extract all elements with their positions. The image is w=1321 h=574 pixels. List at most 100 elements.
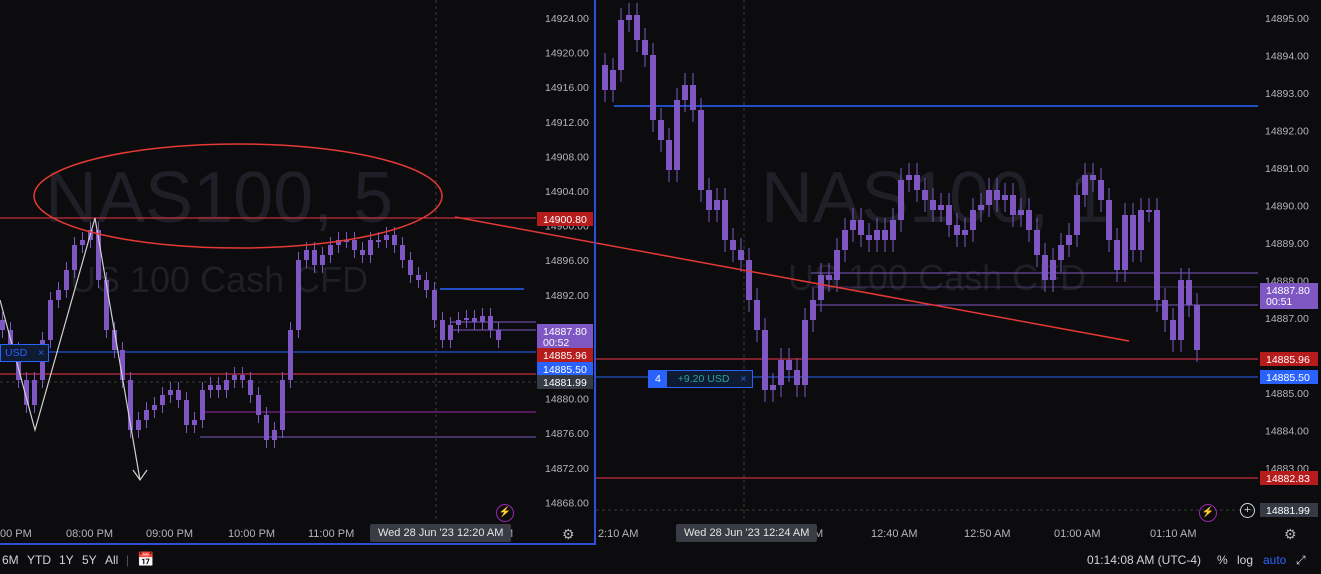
candle-body bbox=[1050, 260, 1056, 280]
candle-body bbox=[152, 405, 157, 410]
auto-toggle[interactable]: auto bbox=[1263, 553, 1287, 567]
right-crosshair-time: Wed 28 Jun '23 12:24 AM bbox=[676, 524, 818, 542]
candle-body bbox=[666, 140, 672, 170]
candle-body bbox=[866, 235, 872, 240]
candle-body bbox=[480, 316, 485, 322]
percent-toggle[interactable]: % bbox=[1217, 553, 1228, 567]
price-tick-label: 14887.00 bbox=[1265, 313, 1309, 325]
price-tick-label: 14894.00 bbox=[1265, 51, 1309, 63]
tag-bg-red2 bbox=[537, 348, 593, 362]
candle-body bbox=[706, 190, 712, 210]
candle-body bbox=[802, 320, 808, 385]
candle-body bbox=[184, 400, 189, 425]
candle-body bbox=[272, 430, 277, 440]
candle-body bbox=[922, 190, 928, 200]
close-icon[interactable]: × bbox=[38, 347, 45, 359]
divider: | bbox=[126, 553, 130, 567]
left-position-tag[interactable]: USD × bbox=[0, 344, 50, 362]
price-tick-label: 14889.00 bbox=[1265, 238, 1309, 250]
tag-level-gray: 14881.99 bbox=[543, 377, 587, 389]
candle-body bbox=[448, 325, 453, 340]
timeframe-5y[interactable]: 5Y bbox=[82, 553, 97, 567]
candle-body bbox=[898, 180, 904, 220]
date-range-icon[interactable]: 📅 bbox=[137, 551, 155, 567]
candle-body bbox=[818, 275, 824, 300]
left-crosshair-time: Wed 28 Jun '23 12:20 AM bbox=[370, 524, 512, 542]
tag-bg-red-low bbox=[1260, 471, 1318, 485]
price-tick-label: 14872.00 bbox=[545, 463, 589, 475]
add-plus-icon[interactable]: + bbox=[1240, 503, 1255, 518]
log-toggle[interactable]: log bbox=[1237, 553, 1254, 567]
candle-body bbox=[160, 395, 165, 405]
timeframe-1y[interactable]: 1Y bbox=[59, 553, 74, 567]
candle-body bbox=[200, 390, 205, 420]
candle-body bbox=[56, 290, 61, 300]
right-chart-pane[interactable]: NAS100, 1 US 100 Cash CFD 14895.00 14894.… bbox=[596, 0, 1321, 545]
candle-body bbox=[216, 385, 221, 390]
time-tick-label: M bbox=[814, 528, 823, 540]
candle-body bbox=[978, 205, 984, 210]
gear-icon[interactable]: ⚙ bbox=[1284, 526, 1297, 542]
candle-body bbox=[400, 245, 405, 260]
candle-body bbox=[16, 350, 21, 380]
zigzag-drawing[interactable] bbox=[0, 217, 141, 481]
left-subtitle-watermark: US 100 Cash CFD bbox=[70, 259, 368, 300]
position-qty: 4 bbox=[649, 371, 667, 387]
gear-icon[interactable]: ⚙ bbox=[562, 526, 575, 542]
price-tick-label: 14904.00 bbox=[545, 186, 589, 198]
candle-body bbox=[794, 370, 800, 385]
candle-body bbox=[144, 410, 149, 420]
candle-body bbox=[328, 245, 333, 255]
time-tick-label: 11:00 PM bbox=[308, 528, 354, 540]
candle-body bbox=[626, 15, 632, 20]
expand-icon[interactable]: ⤢ bbox=[1296, 553, 1306, 567]
timeframe-ytd[interactable]: YTD bbox=[27, 553, 51, 567]
candle-body bbox=[96, 230, 101, 280]
candle-body bbox=[224, 380, 229, 390]
candle-body bbox=[874, 230, 880, 240]
bottom-toolbar: 6M YTD 1Y 5Y All | 📅 01:14:08 AM (UTC-4)… bbox=[0, 547, 1321, 574]
close-icon[interactable]: × bbox=[740, 373, 747, 385]
price-tick-label: 14891.00 bbox=[1265, 163, 1309, 175]
candle-body bbox=[858, 220, 864, 235]
price-tick-label: 14893.00 bbox=[1265, 88, 1309, 100]
candle-body bbox=[368, 240, 373, 255]
ellipse-annotation[interactable] bbox=[33, 143, 443, 249]
left-chart-canvas[interactable]: NAS100, 5 US 100 Cash CFD 14924.00 14920.… bbox=[0, 0, 596, 545]
lightning-icon[interactable]: ⚡ bbox=[496, 504, 514, 522]
trendline-right-part[interactable] bbox=[596, 242, 1130, 342]
candle-body bbox=[232, 375, 237, 380]
candle-body bbox=[208, 385, 213, 390]
candle-body bbox=[906, 175, 912, 180]
timeframe-all[interactable]: All bbox=[105, 553, 119, 567]
right-time-axis[interactable]: 2:10 AM M 12:40 AM 12:50 AM 01:00 AM 01:10 AM bbox=[598, 528, 1196, 540]
tag-level-blue: 14885.50 bbox=[1266, 372, 1310, 384]
candle-body bbox=[176, 390, 181, 400]
candle-body bbox=[1114, 240, 1120, 270]
left-price-axis[interactable]: 14924.00 14920.00 14916.00 14912.00 14908.00… bbox=[545, 13, 589, 509]
lightning-icon[interactable]: ⚡ bbox=[1199, 504, 1217, 522]
trendline-left-part[interactable] bbox=[454, 216, 596, 244]
candle-body bbox=[496, 330, 501, 340]
candle-body bbox=[722, 200, 728, 240]
right-symbol-watermark: NAS100, 1 bbox=[761, 158, 1109, 238]
candle-body bbox=[1066, 235, 1072, 245]
timeframe-6m[interactable]: 6M bbox=[2, 553, 19, 567]
candle-body bbox=[834, 250, 840, 280]
candle-body bbox=[192, 420, 197, 425]
tag-red-level: 14900.80 bbox=[543, 214, 587, 226]
right-candles bbox=[602, 3, 1200, 402]
right-price-axis[interactable]: 14895.00 14894.00 14893.00 14892.00 14891.00… bbox=[1265, 13, 1309, 475]
candle-body bbox=[280, 380, 285, 430]
candle-body bbox=[690, 85, 696, 110]
price-tick-label: 14880.00 bbox=[545, 394, 589, 406]
right-position-tag[interactable]: 4 +9.20 USD × bbox=[648, 370, 754, 388]
candle-body bbox=[112, 330, 117, 350]
tag-bg-gray bbox=[1260, 503, 1318, 517]
candle-body bbox=[168, 390, 173, 395]
candle-body bbox=[432, 290, 437, 320]
candle-body bbox=[698, 110, 704, 190]
right-chart-canvas[interactable]: NAS100, 1 US 100 Cash CFD 14895.00 14894.… bbox=[596, 0, 1321, 545]
left-chart-pane[interactable]: NAS100, 5 US 100 Cash CFD 14924.00 14920.… bbox=[0, 0, 596, 545]
